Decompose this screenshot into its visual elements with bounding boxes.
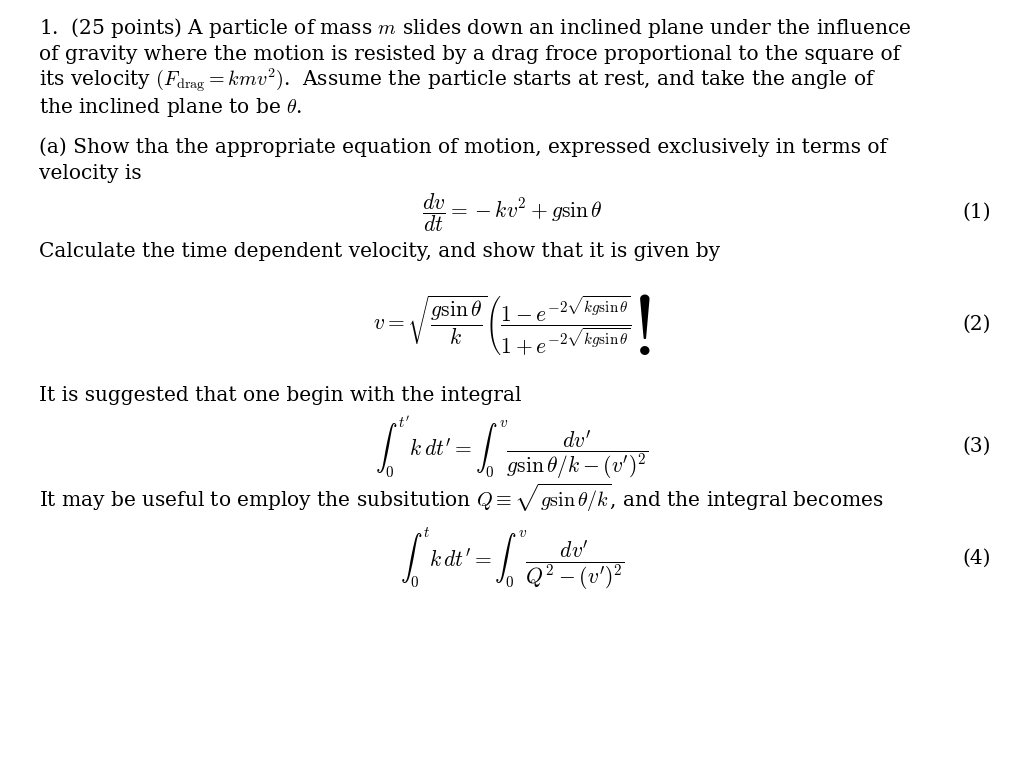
Text: $\int_0^{t} k\,dt' = \int_0^{v} \dfrac{dv'}{Q^2 - (v')^2}$: $\int_0^{t} k\,dt' = \int_0^{v} \dfrac{d… (399, 526, 625, 591)
Text: its velocity $(F_{\rm drag} = kmv^2)$.  Assume the particle starts at rest, and : its velocity $(F_{\rm drag} = kmv^2)$. A… (39, 67, 876, 95)
Text: $\dfrac{dv}{dt} = -kv^2 + g\sin\theta$: $\dfrac{dv}{dt} = -kv^2 + g\sin\theta$ (422, 191, 602, 234)
Text: (4): (4) (963, 549, 991, 568)
Text: (3): (3) (963, 437, 991, 456)
Text: (1): (1) (963, 203, 991, 222)
Text: (a) Show tha the appropriate equation of motion, expressed exclusively in terms : (a) Show tha the appropriate equation of… (39, 137, 887, 157)
Text: $\int_0^{t'} k\,dt' = \int_0^{v} \dfrac{dv'}{g\sin\theta/k - (v')^2}$: $\int_0^{t'} k\,dt' = \int_0^{v} \dfrac{… (375, 413, 649, 480)
Text: It may be useful to employ the subsitution $Q \equiv \sqrt{g\sin\theta/k}$, and : It may be useful to employ the subsituti… (39, 482, 884, 515)
Text: the inclined plane to be $\theta$.: the inclined plane to be $\theta$. (39, 96, 302, 119)
Text: $v = \sqrt{\dfrac{g\sin\theta}{k}}\left(\dfrac{1 - e^{-2\sqrt{kg\sin\theta}}}{1 : $v = \sqrt{\dfrac{g\sin\theta}{k}}\left(… (373, 291, 651, 357)
Text: It is suggested that one begin with the integral: It is suggested that one begin with the … (39, 387, 521, 405)
Text: velocity is: velocity is (39, 164, 141, 183)
Text: Calculate the time dependent velocity, and show that it is given by: Calculate the time dependent velocity, a… (39, 242, 720, 261)
Text: of gravity where the motion is resisted by a drag froce proportional to the squa: of gravity where the motion is resisted … (39, 45, 900, 64)
Text: 1.  (25 points) A particle of mass $m$ slides down an inclined plane under the i: 1. (25 points) A particle of mass $m$ sl… (39, 16, 911, 40)
Text: (2): (2) (963, 315, 991, 333)
